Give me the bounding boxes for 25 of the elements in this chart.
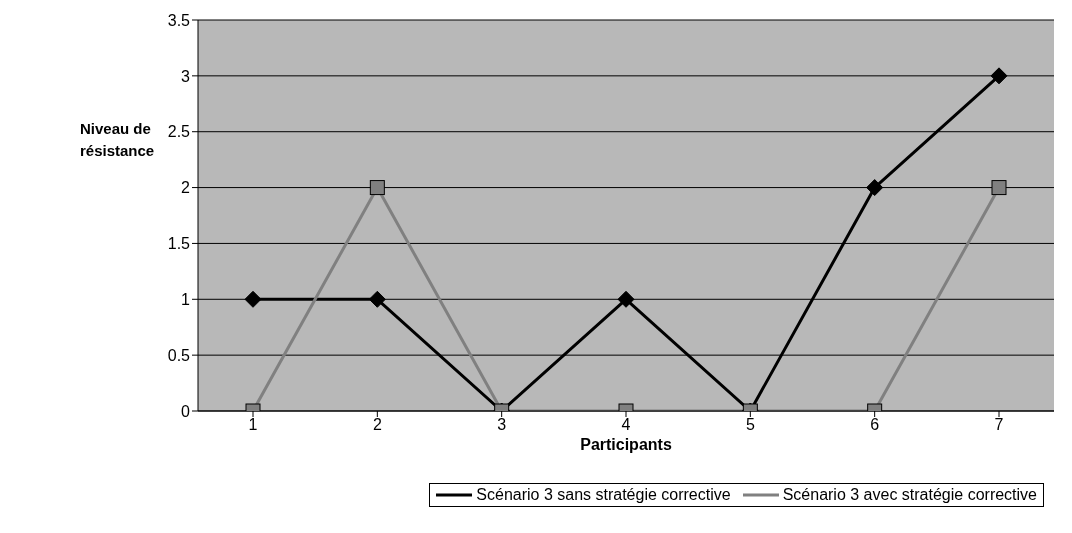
y-tick-label: 3.5 bbox=[167, 11, 191, 29]
y-tick-label: 0 bbox=[181, 402, 191, 420]
point bbox=[244, 290, 262, 308]
x-tick-label: 2 bbox=[372, 416, 382, 434]
y-tick-label: 2 bbox=[181, 179, 191, 197]
point bbox=[369, 180, 385, 196]
x-tick-label: 4 bbox=[621, 416, 631, 434]
y-tick-label: 1.5 bbox=[167, 235, 191, 253]
x-tick-label: 5 bbox=[745, 416, 755, 434]
x-tick-label: 6 bbox=[870, 416, 880, 434]
y-tick-label: 1 bbox=[181, 290, 191, 308]
point bbox=[617, 290, 635, 308]
x-tick-label: 3 bbox=[497, 416, 507, 434]
point bbox=[991, 180, 1007, 196]
y-tick-label: 2.5 bbox=[167, 123, 191, 141]
x-axis-title: Participants bbox=[580, 436, 672, 454]
x-tick-label: 7 bbox=[994, 416, 1004, 434]
point bbox=[368, 290, 386, 308]
y-axis-title: Niveau de résistance bbox=[80, 119, 155, 161]
legend-label: Scénario 3 sans stratégie corrective bbox=[475, 486, 731, 504]
legend-label: Scénario 3 avec stratégie corrective bbox=[781, 486, 1037, 504]
y-tick-label: 3 bbox=[181, 67, 191, 85]
y-tick-label: 0.5 bbox=[167, 346, 191, 364]
x-tick-label: 1 bbox=[248, 416, 258, 434]
point bbox=[866, 179, 884, 197]
